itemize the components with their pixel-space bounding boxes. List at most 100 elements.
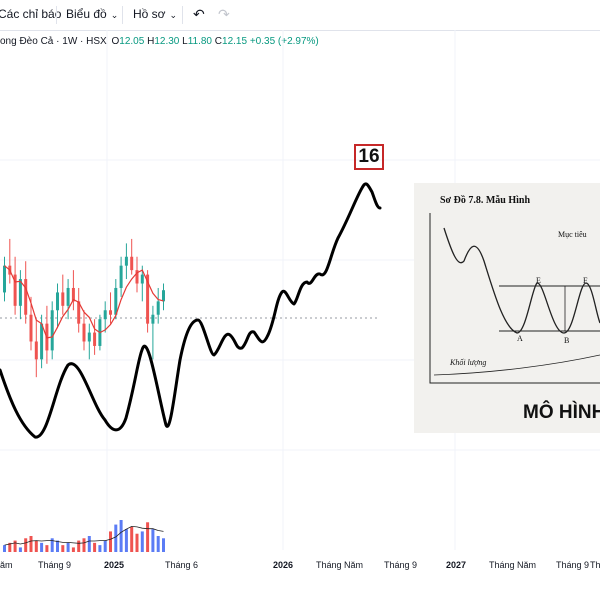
volume-text: Khối lượng	[450, 358, 487, 367]
candle-body	[40, 323, 44, 360]
time-label: Tháng 9	[384, 560, 418, 570]
chart-type-button[interactable]: Biểu đồ ⌄	[66, 7, 118, 21]
top-toolbar: Các chỉ báo Biểu đồ ⌄ Hồ sơ ⌄ ↶ ↷	[0, 0, 600, 31]
target-text: Mục tiêu	[558, 230, 587, 239]
volume-bar	[61, 545, 65, 552]
volume-bar	[114, 524, 118, 552]
profile-button[interactable]: Hồ sơ ⌄	[133, 7, 177, 21]
candle-body	[135, 270, 139, 284]
candle-body	[140, 274, 144, 284]
volume-bar	[18, 547, 22, 552]
chart-type-label: Biểu đồ	[66, 7, 107, 21]
close-value: 12.15	[222, 36, 248, 47]
open-key: O	[111, 36, 120, 47]
time-label: ăm	[0, 560, 13, 570]
profile-label: Hồ sơ	[133, 7, 166, 21]
hand-drawn-pattern-line	[0, 182, 382, 439]
volume-bars	[3, 520, 165, 552]
candle-body	[29, 314, 33, 342]
time-label: Tháng 9	[556, 560, 590, 570]
pattern-diagram-image	[414, 183, 600, 433]
volume-bar	[8, 542, 12, 552]
indicators-button[interactable]: Các chỉ báo	[0, 7, 62, 21]
volume-bar	[45, 545, 49, 552]
time-label: Tháng Năm	[316, 560, 364, 570]
point-e-label: E	[536, 276, 541, 285]
volume-bar	[93, 542, 97, 552]
candle-body	[103, 310, 107, 320]
volume-bar	[56, 540, 59, 552]
time-label: Tháng	[590, 560, 600, 570]
volume-bar	[40, 542, 44, 552]
redo-icon[interactable]: ↷	[218, 6, 230, 22]
volume-bar	[66, 542, 70, 552]
diagram-title: Sơ Đồ 7.8. Mẫu Hình	[440, 195, 530, 206]
toolbar-divider	[122, 6, 123, 24]
volume-bar	[50, 538, 54, 552]
chevron-down-icon: ⌄	[110, 10, 119, 20]
diagram-axes	[429, 213, 600, 384]
candle-body	[56, 292, 59, 311]
symbol-name: ong Đèo Cả · 1W · HSX	[0, 36, 107, 47]
point-a-label: A	[517, 334, 523, 343]
volume-bar	[140, 531, 144, 552]
volume-bar	[124, 529, 128, 552]
volume-bar	[156, 536, 160, 552]
candle-body	[61, 292, 65, 306]
volume-bar	[162, 538, 165, 552]
point-b-label: B	[564, 336, 570, 345]
volume-bar	[98, 545, 102, 552]
candle-body	[156, 301, 160, 315]
chevron-down-icon: ⌄	[169, 10, 178, 20]
volume-bar	[29, 536, 33, 552]
candle-body	[130, 256, 134, 271]
candle-body	[162, 290, 165, 302]
candle-body	[50, 310, 54, 351]
close-key: C	[214, 36, 223, 47]
candle-body	[87, 332, 91, 342]
time-label: 2026	[273, 560, 294, 570]
diagram-curve	[443, 227, 600, 334]
volume-bar	[151, 529, 155, 552]
high-key: H	[147, 36, 155, 47]
volume-bar	[87, 536, 91, 552]
volume-average-line	[4, 525, 164, 546]
volume-bar	[34, 540, 38, 552]
time-label: 2027	[446, 560, 467, 570]
candle-body	[13, 274, 17, 306]
candle-body	[34, 341, 38, 360]
volume-bar	[82, 538, 86, 552]
volume-bar	[13, 540, 17, 552]
candle-body	[124, 256, 128, 266]
candle-body	[66, 287, 70, 306]
candle-body	[3, 265, 6, 293]
candle-body	[93, 332, 97, 346]
pattern-diagram	[429, 213, 600, 384]
candle-body	[24, 279, 28, 315]
candle-body	[146, 274, 150, 324]
point-f-label: F	[583, 276, 588, 285]
volume-bar	[135, 533, 139, 552]
time-label: Tháng Năm	[489, 560, 537, 570]
volume-bar	[24, 538, 28, 552]
change-value: +0.35 (+2.97%)	[249, 36, 319, 47]
candle-body	[82, 323, 86, 342]
symbol-legend: ong Đèo Cả · 1W · HSX O12.05 H12.30 L11.…	[0, 36, 319, 47]
candle-body	[114, 287, 118, 315]
candle-body	[71, 287, 75, 302]
low-value: 11.80	[187, 36, 212, 47]
time-label: Tháng 9	[38, 560, 72, 570]
low-key: L	[182, 36, 188, 47]
volume-bar	[3, 545, 6, 552]
volume-bar	[77, 540, 81, 552]
volume-bar	[71, 547, 75, 552]
candle-body	[151, 314, 155, 324]
pattern-caption: MÔ HÌNH	[523, 402, 600, 423]
diagram-volume-line	[433, 354, 600, 376]
time-label: 2025	[104, 560, 125, 570]
undo-icon[interactable]: ↶	[193, 6, 205, 22]
candle-body	[109, 310, 112, 315]
toolbar-divider	[56, 6, 57, 24]
volume-bar	[130, 526, 134, 552]
time-label: Tháng 6	[165, 560, 199, 570]
